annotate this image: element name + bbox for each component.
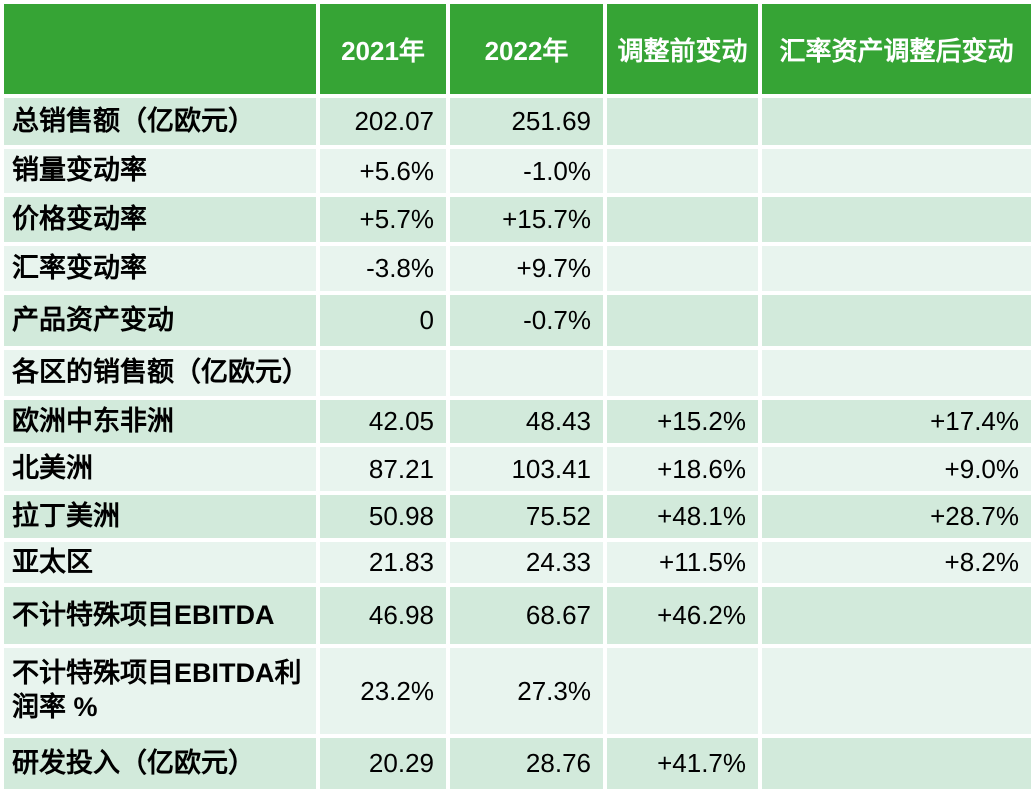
cell-change-before [607,98,758,145]
cell-2021: 46.98 [320,587,446,644]
cell-2021: 21.83 [320,542,446,583]
table-row: 不计特殊项目EBITDA 46.98 68.67 +46.2% [4,587,1031,644]
cell-2021: +5.6% [320,149,446,193]
table-body: 总销售额（亿欧元） 202.07 251.69 销量变动率 +5.6% -1.0% 价格变动… [4,98,1031,789]
cell-2021: 202.07 [320,98,446,145]
column-header-corner [4,4,316,94]
table-row: 亚太区 21.83 24.33 +11.5% +8.2% [4,542,1031,583]
cell-2022: 48.43 [450,400,603,443]
row-label: 不计特殊项目EBITDA [4,587,316,644]
cell-change-before [607,197,758,242]
column-header-change-after: 汇率资产调整后变动 [762,4,1031,94]
table-header: 2021年 2022年 调整前变动 汇率资产调整后变动 [4,4,1031,94]
cell-change-after [762,197,1031,242]
table-row: 总销售额（亿欧元） 202.07 251.69 [4,98,1031,145]
cell-2022: +9.7% [450,246,603,291]
cell-2022: +15.7% [450,197,603,242]
column-header-2021: 2021年 [320,4,446,94]
cell-change-after [762,295,1031,346]
row-label: 研发投入（亿欧元） [4,738,316,789]
table-row: 价格变动率 +5.7% +15.7% [4,197,1031,242]
table-row: 研发投入（亿欧元） 20.29 28.76 +41.7% [4,738,1031,789]
cell-change-after [762,149,1031,193]
cell-change-after [762,98,1031,145]
cell-2022: 24.33 [450,542,603,583]
table-row: 销量变动率 +5.6% -1.0% [4,149,1031,193]
cell-2022: 251.69 [450,98,603,145]
cell-change-after: +9.0% [762,447,1031,491]
table-row: 北美洲 87.21 103.41 +18.6% +9.0% [4,447,1031,491]
cell-change-after [762,350,1031,396]
cell-change-before [607,350,758,396]
cell-2022: 75.52 [450,495,603,538]
table-row: 各区的销售额（亿欧元） [4,350,1031,396]
cell-2021: +5.7% [320,197,446,242]
cell-2022: 28.76 [450,738,603,789]
table-row: 拉丁美洲 50.98 75.52 +48.1% +28.7% [4,495,1031,538]
column-header-2022: 2022年 [450,4,603,94]
cell-change-before [607,648,758,734]
cell-2022: 103.41 [450,447,603,491]
cell-2022: 27.3% [450,648,603,734]
row-label: 汇率变动率 [4,246,316,291]
cell-change-after [762,738,1031,789]
cell-change-after: +8.2% [762,542,1031,583]
cell-change-after [762,587,1031,644]
cell-change-after [762,648,1031,734]
cell-2021: 20.29 [320,738,446,789]
cell-change-before [607,149,758,193]
cell-2021: -3.8% [320,246,446,291]
cell-2021 [320,350,446,396]
cell-change-before: +46.2% [607,587,758,644]
cell-change-before: +15.2% [607,400,758,443]
row-label: 欧洲中东非洲 [4,400,316,443]
row-label: 销量变动率 [4,149,316,193]
row-label: 各区的销售额（亿欧元） [4,350,316,396]
cell-change-after: +17.4% [762,400,1031,443]
row-label: 产品资产变动 [4,295,316,346]
row-label: 不计特殊项目EBITDA利润率 % [4,648,316,734]
cell-2022: -1.0% [450,149,603,193]
cell-change-before [607,246,758,291]
cell-change-before: +18.6% [607,447,758,491]
row-label: 价格变动率 [4,197,316,242]
cell-2022: -0.7% [450,295,603,346]
column-header-change-before: 调整前变动 [607,4,758,94]
cell-2021: 23.2% [320,648,446,734]
table-row: 不计特殊项目EBITDA利润率 % 23.2% 27.3% [4,648,1031,734]
cell-2022: 68.67 [450,587,603,644]
table-row: 汇率变动率 -3.8% +9.7% [4,246,1031,291]
cell-2021: 0 [320,295,446,346]
cell-change-before [607,295,758,346]
cell-change-before: +41.7% [607,738,758,789]
cell-2022 [450,350,603,396]
cell-change-after [762,246,1031,291]
cell-change-before: +48.1% [607,495,758,538]
cell-2021: 50.98 [320,495,446,538]
cell-change-after: +28.7% [762,495,1031,538]
row-label: 拉丁美洲 [4,495,316,538]
table-row: 产品资产变动 0 -0.7% [4,295,1031,346]
row-label: 总销售额（亿欧元） [4,98,316,145]
cell-change-before: +11.5% [607,542,758,583]
table-row: 欧洲中东非洲 42.05 48.43 +15.2% +17.4% [4,400,1031,443]
row-label: 北美洲 [4,447,316,491]
cell-2021: 42.05 [320,400,446,443]
header-row: 2021年 2022年 调整前变动 汇率资产调整后变动 [4,4,1031,94]
row-label: 亚太区 [4,542,316,583]
cell-2021: 87.21 [320,447,446,491]
